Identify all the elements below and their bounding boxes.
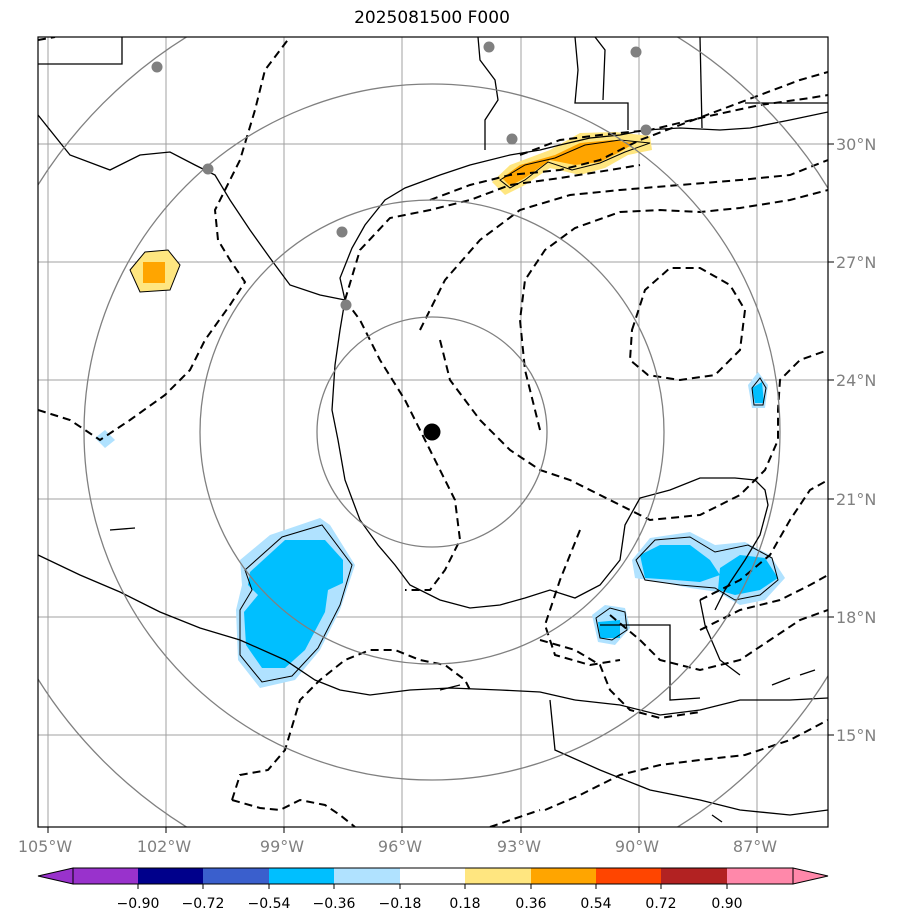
lon-label: 102°W [137, 837, 192, 856]
figure-title: 2025081500 F000 [354, 8, 510, 28]
negative-anomaly-fill [95, 372, 785, 688]
map-frame [37, 36, 829, 828]
station-marker [340, 299, 352, 311]
colorbar: −0.90 −0.72 −0.54 −0.36 −0.18 0.18 0.36 … [37, 867, 829, 912]
contour-outlines [129, 139, 779, 683]
colorbar-tick-label: −0.18 [379, 896, 422, 912]
colorbar-tick-label: 0.72 [645, 896, 676, 912]
colorbar-extend-low [37, 867, 74, 885]
colorbar-segment [269, 868, 334, 884]
lat-label: 27°N [836, 253, 876, 272]
station-marker [640, 124, 652, 136]
colorbar-segment [334, 868, 400, 884]
lat-label: 30°N [836, 135, 876, 154]
colorbar-tick-label: 0.90 [711, 896, 742, 912]
longitude-labels: 105°W 102°W 99°W 96°W 93°W 90°W 87°W [18, 837, 777, 856]
station-marker [630, 46, 642, 58]
colorbar-segment [465, 868, 531, 884]
station-marker [202, 163, 214, 175]
colorbar-segment [400, 868, 465, 884]
lat-label: 15°N [836, 726, 876, 745]
graticule [38, 37, 828, 827]
colorbar-segment [203, 868, 269, 884]
lat-label: 21°N [836, 490, 876, 509]
coastlines [38, 37, 828, 823]
colorbar-segment [531, 868, 596, 884]
colorbar-segment [596, 868, 661, 884]
colorbar-tick-label: −0.36 [313, 896, 356, 912]
storm-center-marker [423, 423, 441, 441]
lon-label: 87°W [733, 837, 777, 856]
lon-label: 105°W [18, 837, 73, 856]
colorbar-segment [73, 868, 138, 884]
positive-anomaly-fill [130, 132, 652, 292]
colorbar-tick-label: −0.72 [182, 896, 225, 912]
axis-ticks [47, 143, 834, 833]
colorbar-segment [727, 868, 793, 884]
lat-label: 18°N [836, 608, 876, 627]
lat-label: 24°N [836, 371, 876, 390]
lon-label: 99°W [260, 837, 304, 856]
station-marker [151, 61, 163, 73]
station-marker [483, 41, 495, 53]
colorbar-tick-label: 0.54 [580, 896, 611, 912]
dashed-contours [38, 37, 828, 827]
lon-label: 93°W [497, 837, 541, 856]
latitude-labels: 30°N 27°N 24°N 21°N 18°N 15°N [836, 135, 876, 745]
colorbar-segment [661, 868, 727, 884]
colorbar-tick-label: −0.90 [117, 896, 160, 912]
colorbar-tick-label: 0.18 [449, 896, 480, 912]
station-marker [506, 133, 518, 145]
colorbar-extend-high [792, 867, 829, 885]
colorbar-tick-label: −0.54 [248, 896, 291, 912]
lon-label: 90°W [615, 837, 659, 856]
colorbar-segment [138, 868, 203, 884]
lon-label: 96°W [378, 837, 422, 856]
colorbar-frame [72, 867, 794, 885]
station-marker [336, 226, 348, 238]
range-rings [38, 37, 828, 827]
station-markers [151, 41, 652, 311]
colorbar-tick-label: 0.36 [515, 896, 546, 912]
map-layers [38, 37, 828, 827]
